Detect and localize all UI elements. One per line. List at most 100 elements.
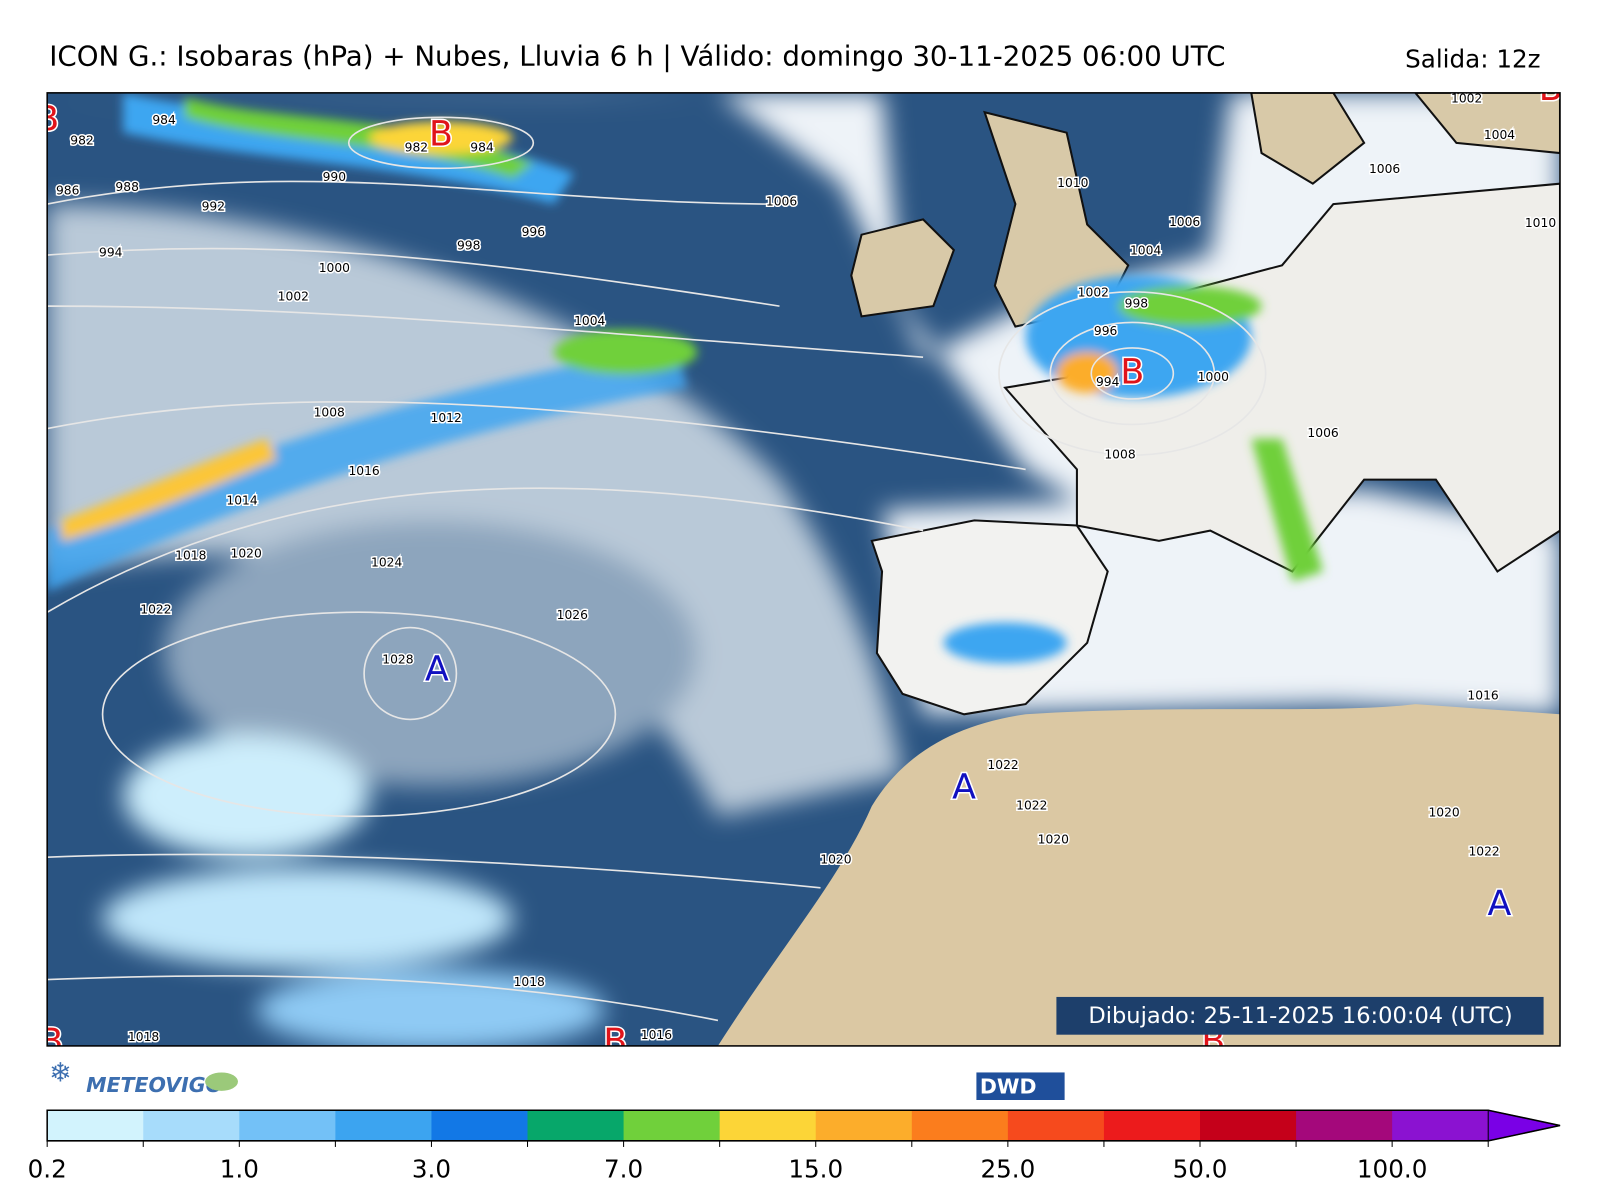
colorbar-segment: [143, 1110, 240, 1141]
pressure-center: B: [1120, 353, 1144, 393]
isobar-label: 998: [1125, 297, 1148, 311]
colorbar-tick-label: 0.2: [28, 1154, 67, 1183]
isobar-label: 982: [70, 133, 93, 147]
isobar-label: 1006: [766, 195, 797, 209]
isobar-label: 1010: [1057, 176, 1088, 190]
colorbar-tick-label: 100.0: [1357, 1154, 1427, 1183]
colorbar-segment: [431, 1110, 529, 1141]
isobar-label: 1022: [987, 758, 1018, 772]
isobar-label: 1022: [1016, 799, 1047, 813]
isobar-label: 990: [323, 170, 346, 184]
colorbar: 0.2 1.0 3.0 7.0 15.0 25.0 50.0 100.0: [28, 1109, 1561, 1183]
colorbar-segment: [47, 1110, 144, 1141]
isobar-label: 1024: [371, 556, 402, 570]
isobar-label: 1018: [175, 549, 206, 563]
isobar-label: 1020: [1038, 832, 1069, 846]
colorbar-segment: [719, 1110, 817, 1141]
colorbar-segment: [527, 1110, 625, 1141]
colorbar-segment: [623, 1110, 721, 1141]
isobar-label: 1000: [319, 261, 350, 275]
isobar-label: 1006: [1307, 426, 1338, 440]
isobars: [47, 116, 1267, 1022]
land-ireland: [850, 218, 956, 318]
isobar-label: 984: [152, 113, 176, 127]
drawn-label: Dibujado: 25-11-2025 16:00:04 (UTC): [1088, 1003, 1512, 1029]
isobar-label: 1002: [1451, 91, 1482, 105]
pressure-center: A: [952, 768, 976, 808]
isobar-label: 994: [99, 246, 123, 260]
land-europe: [1003, 182, 1560, 573]
isobar-label: 984: [470, 140, 494, 154]
colorbar-segment: [815, 1110, 913, 1141]
isobar-label: 1016: [641, 1028, 672, 1042]
isobar-label: 994: [1096, 375, 1120, 389]
colorbar-frame: [46, 1109, 1561, 1142]
map-frame: [46, 92, 1561, 1047]
isobar-label: 982: [405, 140, 428, 154]
isobar-label: 1022: [1468, 845, 1499, 859]
isobar-label: 1004: [1484, 128, 1515, 142]
isobar-label: 1020: [231, 547, 262, 561]
leaf-icon: [205, 1072, 238, 1091]
isobar-label: 1006: [1169, 215, 1200, 229]
pressure-center: B: [35, 99, 59, 139]
land-iberia: [870, 519, 1109, 716]
title: ICON G.: Isobaras (hPa) + Nubes, Lluvia …: [49, 39, 1225, 72]
pressure-center: B: [429, 115, 453, 155]
colorbar-segment: [1392, 1110, 1489, 1141]
isobar-label: 988: [115, 180, 138, 194]
colorbar-tick-label: 7.0: [604, 1154, 643, 1183]
isobar-label: 1012: [431, 411, 462, 425]
isobar-label: 1002: [1078, 285, 1109, 299]
colorbar-tick-label: 15.0: [788, 1154, 843, 1183]
run-label: Salida: 12z: [1405, 44, 1540, 73]
land-africa: [717, 704, 1560, 1046]
isobar-label: 1004: [1130, 244, 1161, 258]
isobar-label: 1006: [1369, 162, 1400, 176]
snow-icon: ❄: [49, 1058, 71, 1089]
colorbar-tick-label: 1.0: [220, 1154, 259, 1183]
pressure-center: B: [1539, 69, 1563, 109]
isobar-label: 1026: [557, 608, 588, 622]
land-scandinavia: [1250, 92, 1560, 185]
pressure-center: A: [1488, 884, 1512, 924]
isobar-label: 1008: [314, 406, 345, 420]
drawn-box: [1056, 996, 1544, 1035]
isobar-label: 1000: [1198, 370, 1229, 384]
isobar-label: 1020: [820, 853, 851, 867]
pressure-center: A: [425, 649, 449, 689]
isobar-label: 996: [1094, 324, 1118, 338]
colorbar-tick-label: 50.0: [1173, 1154, 1228, 1183]
colorbar-segment: [1007, 1110, 1105, 1141]
isobar-label: 1014: [226, 494, 257, 508]
colorbar-tick-label: 25.0: [980, 1154, 1035, 1183]
isobar-label: 1004: [574, 314, 605, 328]
logo-left: METEOVIGO: [86, 1073, 223, 1097]
colorbar-segment: [1200, 1110, 1297, 1141]
isobar-label: 1002: [278, 289, 309, 303]
colorbar-segment: [911, 1110, 1009, 1141]
map: 984 982 986 988 992 990 994 996 998 1000 1002 1004 1…: [35, 69, 1563, 1062]
pressure-center: B: [603, 1022, 627, 1062]
isobar-label: 1028: [382, 653, 413, 667]
colorbar-segment: [1296, 1110, 1393, 1141]
colorbar-extension: [1487, 1109, 1561, 1142]
isobar-label: 996: [522, 225, 546, 239]
isobar-label: 1016: [348, 464, 379, 478]
isobar-label: 1022: [140, 603, 171, 617]
isobar-label: 998: [457, 238, 480, 252]
colorbar-segment: [239, 1110, 336, 1141]
isobar-label: 992: [202, 200, 225, 214]
isobar-label: 1018: [128, 1030, 159, 1044]
isobar-label: 1016: [1467, 688, 1498, 702]
colorbar-segment: [335, 1110, 432, 1141]
colorbar-tick-label: 3.0: [412, 1154, 451, 1183]
logo-right-box: [976, 1072, 1065, 1100]
logo-right: DWD: [980, 1075, 1037, 1099]
isobar-label: 1020: [1428, 806, 1459, 820]
pressure-center: B: [39, 1022, 63, 1062]
isobar-label: 1010: [1525, 216, 1556, 230]
isobar-label: 1008: [1104, 448, 1135, 462]
isobar-label: 1018: [514, 975, 545, 989]
